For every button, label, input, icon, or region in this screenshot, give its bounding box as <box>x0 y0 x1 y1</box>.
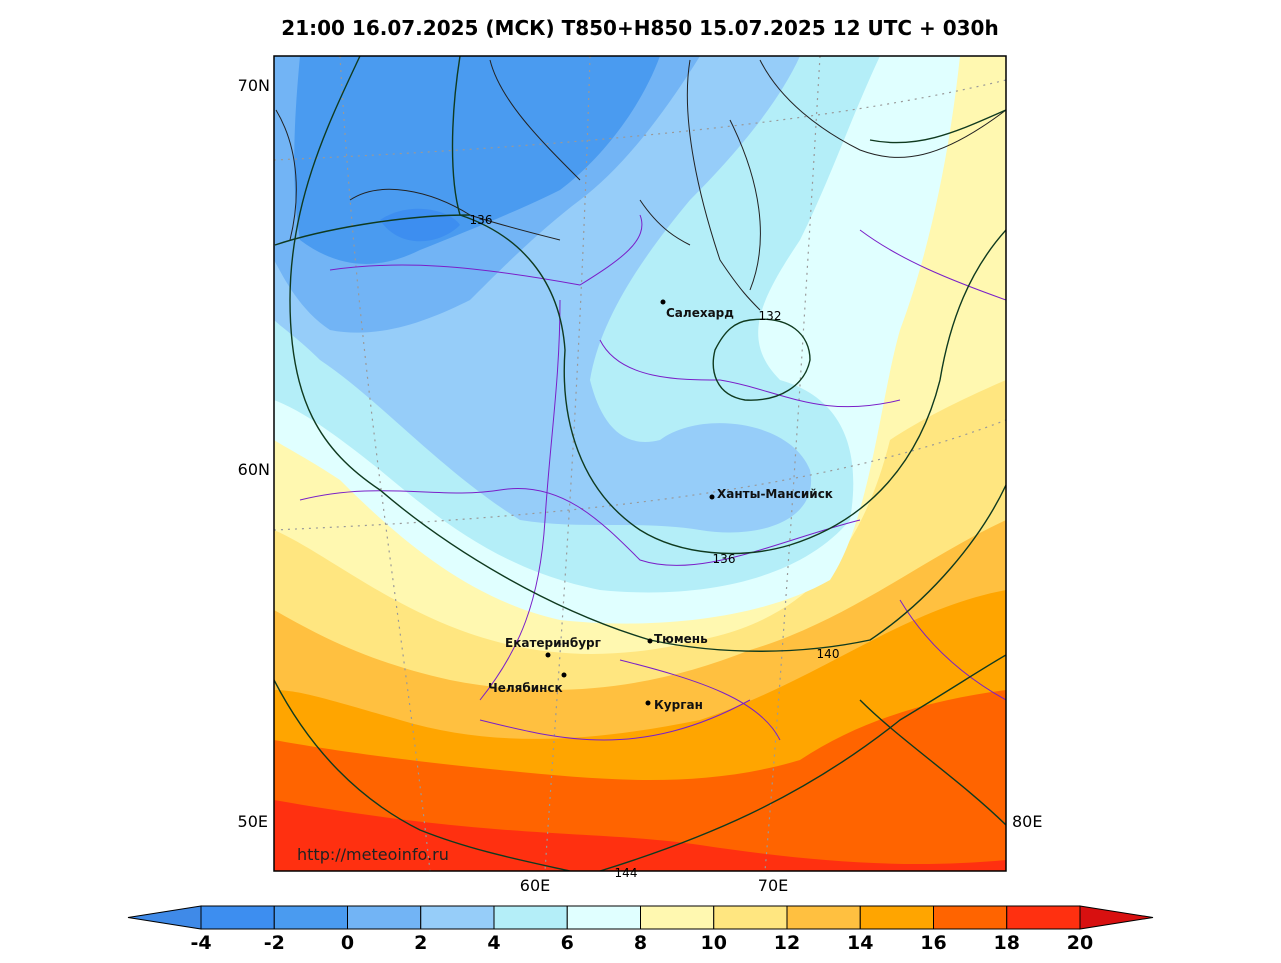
axis-label: 60E <box>520 876 550 895</box>
colorbar-box <box>859 905 934 930</box>
city-dot <box>660 299 666 305</box>
colorbar-tick-label: 4 <box>487 932 500 954</box>
colorbar-tick-label: -2 <box>264 932 285 954</box>
colorbar-box <box>933 905 1008 930</box>
colorbar-box <box>1006 905 1081 930</box>
colorbar-box <box>786 905 861 930</box>
axis-label: 80E <box>1012 812 1042 831</box>
colorbar-tick-label: 20 <box>1067 932 1093 954</box>
colorbar-box <box>273 905 348 930</box>
city-dot <box>545 652 551 658</box>
border <box>299 214 1006 741</box>
colorbar-box <box>347 905 422 930</box>
map-frame <box>273 55 1007 872</box>
city-label: Ханты-Мансийск <box>717 487 833 501</box>
axis-label: 70N <box>238 76 270 95</box>
axis-label: 60N <box>238 460 270 479</box>
contour-label: 144 <box>615 866 638 880</box>
contour-labels: 136 132 136 140 144 <box>470 213 840 880</box>
axis-label: 70E <box>758 876 788 895</box>
city-label: Тюмень <box>654 632 708 646</box>
colorbar-tick-label: 0 <box>341 932 354 954</box>
axis-label: 50E <box>238 812 268 831</box>
colorbar-box <box>713 905 788 930</box>
cities: Салехард Ханты-Мансийск Екатеринбург Тюм… <box>488 299 833 712</box>
colorbar-tick-label: 16 <box>920 932 946 954</box>
city-label: Екатеринбург <box>505 636 601 650</box>
colorbar-box <box>566 905 641 930</box>
city-dot <box>561 672 567 678</box>
contour <box>274 109 1006 871</box>
colorbar-box <box>493 905 568 930</box>
colorbar-box <box>200 905 275 930</box>
colorbar-tick-label: 10 <box>701 932 727 954</box>
contour-label: 132 <box>759 309 782 323</box>
colorbar-box <box>420 905 495 930</box>
title: 21:00 16.07.2025 (МСК) T850+H850 15.07.2… <box>281 16 998 40</box>
colorbar-tick-label: 2 <box>414 932 427 954</box>
colorbar-tick-label: 18 <box>994 932 1020 954</box>
colorbar-tick-label: 12 <box>774 932 800 954</box>
contour <box>274 214 471 246</box>
city-dot <box>647 638 653 644</box>
contour <box>712 318 811 401</box>
contour-label: 136 <box>470 213 493 227</box>
colorbar-box <box>640 905 715 930</box>
city-dot <box>709 494 715 500</box>
colorbar-tick-label: 6 <box>561 932 574 954</box>
city-label: Салехард <box>666 306 734 320</box>
contour-label: 140 <box>817 647 840 661</box>
map <box>274 56 1006 871</box>
city-label: Курган <box>654 698 703 712</box>
colorbar-tick-label: 8 <box>634 932 647 954</box>
url: http://meteoinfo.ru <box>297 845 449 864</box>
city-label: Челябинск <box>488 681 563 695</box>
colorbar-over <box>1079 905 1154 930</box>
band <box>380 208 460 242</box>
contour-label: 136 <box>713 552 736 566</box>
contour <box>289 56 1006 652</box>
colorbar-tick-label: 14 <box>847 932 873 954</box>
colorbar-under <box>127 905 202 930</box>
band <box>294 56 660 264</box>
colorbar-tick-label: -4 <box>190 932 211 954</box>
colorbar: -4 -2 0 2 4 6 8 10 12 14 16 18 20 <box>127 905 1154 954</box>
city-dot <box>645 700 651 706</box>
